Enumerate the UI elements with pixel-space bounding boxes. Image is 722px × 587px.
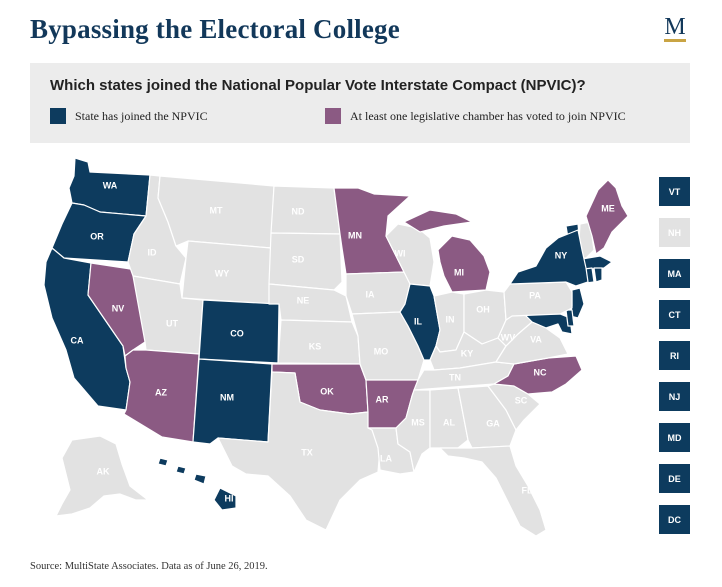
state-label-ne: NE (297, 295, 310, 305)
state-wi (385, 223, 435, 287)
state-label-tn: TN (449, 372, 461, 382)
state-ms (395, 389, 431, 473)
map-question: Which states joined the National Popular… (50, 77, 586, 94)
state-tx (217, 371, 381, 531)
state-label-la: LA (380, 453, 392, 463)
state-label-al: AL (443, 417, 455, 427)
state-label-nd: ND (292, 206, 305, 216)
state-label-ak: AK (97, 466, 110, 476)
state-label-wa: WA (103, 180, 118, 190)
side-box-vt: VT (659, 177, 690, 206)
state-me (585, 179, 629, 255)
state-label-mn: MN (348, 230, 362, 240)
legend-label-joined: State has joined the NPVIC (75, 108, 208, 123)
state-ia (345, 271, 411, 315)
side-box-dc: DC (659, 505, 690, 534)
side-box-ct: CT (659, 300, 690, 329)
state-label-hi: HI (225, 493, 234, 503)
side-box-ri: RI (659, 341, 690, 370)
state-label-va: VA (530, 334, 542, 344)
state-label-oh: OH (476, 304, 490, 314)
side-box-md: MD (659, 423, 690, 452)
state-label-me: ME (601, 203, 615, 213)
legend-swatch-chamber (325, 108, 341, 124)
state-label-pa: PA (529, 290, 541, 300)
state-label-il: IL (414, 316, 423, 326)
state-label-wy: WY (215, 268, 230, 278)
state-label-ky: KY (461, 348, 474, 358)
state-label-mi: MI (454, 267, 464, 277)
state-label-id: ID (148, 247, 158, 257)
state-label-ks: KS (309, 341, 322, 351)
state-label-or: OR (90, 231, 104, 241)
page-title: Bypassing the Electoral College (30, 14, 400, 44)
state-ne (268, 283, 353, 323)
state-label-co: CO (230, 328, 244, 338)
state-label-nv: NV (112, 303, 125, 313)
state-label-nc: NC (534, 367, 547, 377)
state-nd (270, 185, 341, 235)
state-label-wv: WV (501, 332, 516, 342)
state-mi (403, 209, 491, 293)
state-label-sd: SD (292, 254, 305, 264)
state-ny (509, 229, 589, 287)
state-id (127, 174, 187, 285)
state-label-ca: CA (71, 335, 84, 345)
state-label-sc: SC (515, 395, 528, 405)
state-il (399, 283, 441, 361)
state-label-mt: MT (210, 205, 223, 215)
small-states-column: VT NH MA CT RI NJ MD DE DC (659, 177, 690, 546)
state-fl (439, 445, 547, 537)
state-label-wi: WI (395, 248, 406, 258)
legend-swatch-joined (50, 108, 66, 124)
ri-map-shape (593, 267, 603, 283)
side-box-de: DE (659, 464, 690, 493)
de-map-shape (565, 309, 575, 327)
side-box-nh: NH (659, 218, 690, 247)
state-label-ga: GA (486, 418, 500, 428)
source-note: Source: MultiState Associates. Data as o… (30, 561, 268, 572)
legend-panel: Which states joined the National Popular… (30, 63, 690, 143)
state-label-ut: UT (166, 318, 178, 328)
state-label-in: IN (446, 314, 455, 324)
state-label-ms: MS (411, 417, 425, 427)
state-label-nm: NM (220, 392, 234, 402)
state-sd (268, 232, 343, 291)
state-label-ar: AR (376, 394, 389, 404)
state-label-tx: TX (301, 447, 313, 457)
logo-underline (664, 39, 686, 42)
state-ak (55, 435, 149, 517)
state-label-fl: FL (522, 485, 533, 495)
legend-item-chamber: At least one legislative chamber has vot… (325, 108, 626, 124)
multistate-logo: M (664, 14, 686, 42)
logo-letter: M (664, 14, 686, 40)
state-nc (493, 355, 583, 395)
side-box-nj: NJ (659, 382, 690, 411)
legend-label-chamber: At least one legislative chamber has vot… (350, 108, 626, 123)
state-label-ok: OK (320, 386, 334, 396)
state-label-mo: MO (374, 346, 389, 356)
state-hi (157, 457, 237, 511)
legend-item-joined: State has joined the NPVIC (50, 108, 208, 124)
state-label-az: AZ (155, 387, 167, 397)
state-label-ia: IA (366, 289, 376, 299)
state-label-ny: NY (555, 250, 568, 260)
side-box-ma: MA (659, 259, 690, 288)
